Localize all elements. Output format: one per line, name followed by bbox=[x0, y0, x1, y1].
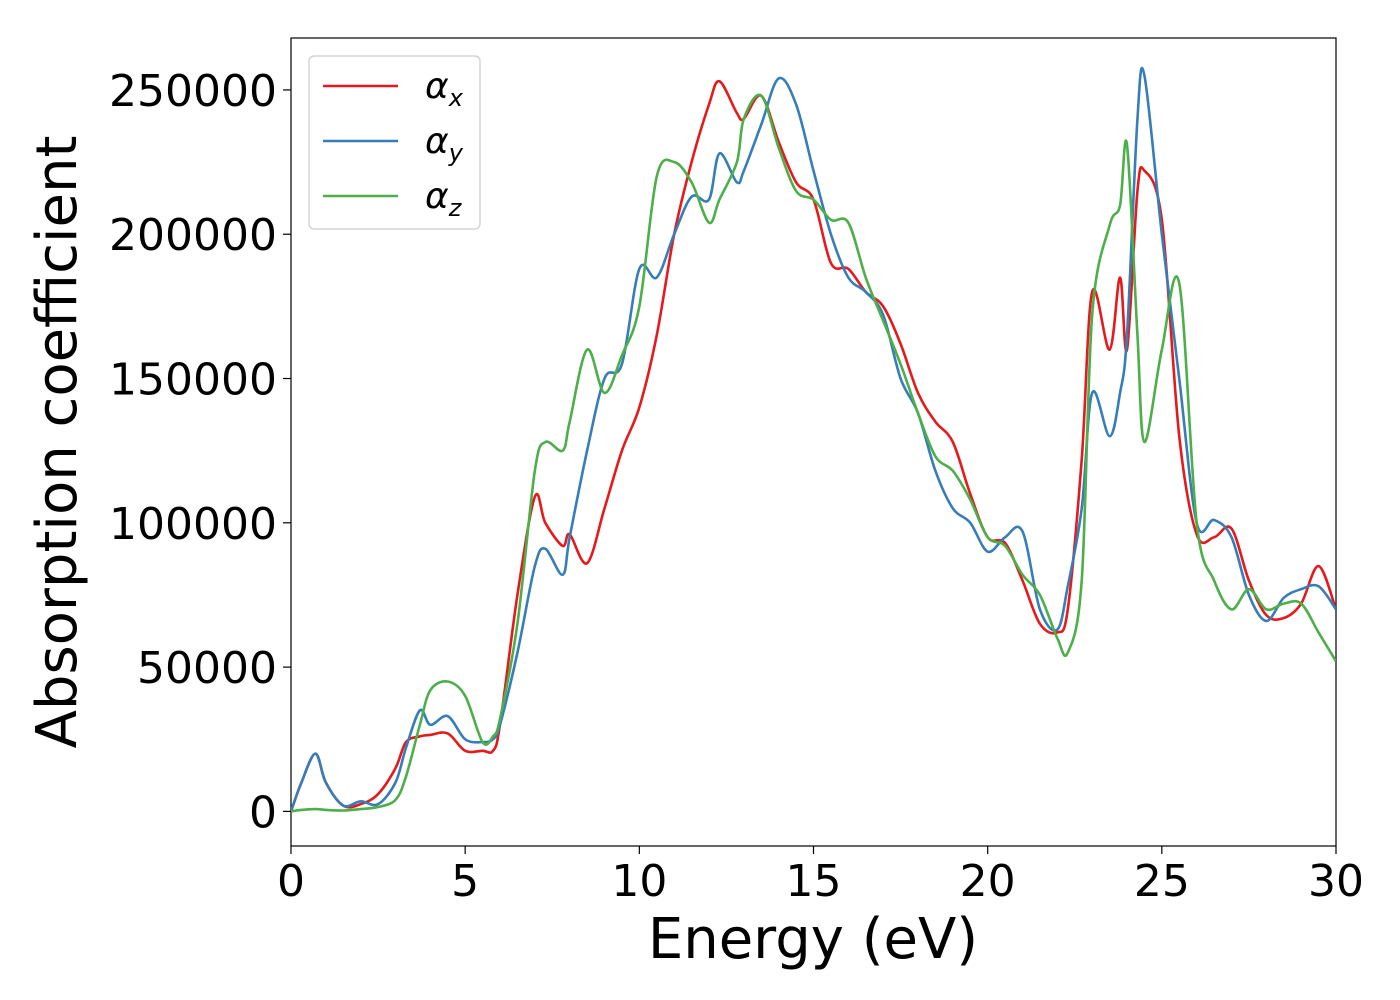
y-tick-label: 150000 bbox=[109, 355, 277, 406]
x-tick-label: 20 bbox=[960, 856, 1016, 907]
x-tick-label: 30 bbox=[1308, 856, 1364, 907]
plot-area bbox=[291, 66, 1336, 813]
x-tick-label: 15 bbox=[786, 856, 842, 907]
y-tick-label: 200000 bbox=[109, 210, 277, 261]
y-tick-label: 100000 bbox=[109, 499, 277, 550]
x-tick-label: 0 bbox=[277, 856, 305, 907]
y-tick-label: 50000 bbox=[137, 643, 277, 694]
x-tick-label: 5 bbox=[451, 856, 479, 907]
y-axis: 0 50000 100000 150000 200000 250000 bbox=[109, 66, 291, 838]
y-tick-label: 250000 bbox=[109, 66, 277, 117]
x-tick-label: 10 bbox=[611, 856, 667, 907]
y-tick-label: 0 bbox=[249, 787, 277, 838]
x-axis-label: Energy (eV) bbox=[648, 907, 978, 972]
legend-box bbox=[308, 55, 481, 230]
x-tick-label: 25 bbox=[1134, 856, 1190, 907]
x-axis: 0 5 10 15 20 25 30 bbox=[277, 846, 1364, 907]
series-line-alpha-y bbox=[291, 66, 1336, 812]
y-axis-label: Absorption coefficient bbox=[25, 136, 90, 749]
series-line-alpha-z bbox=[291, 93, 1336, 813]
